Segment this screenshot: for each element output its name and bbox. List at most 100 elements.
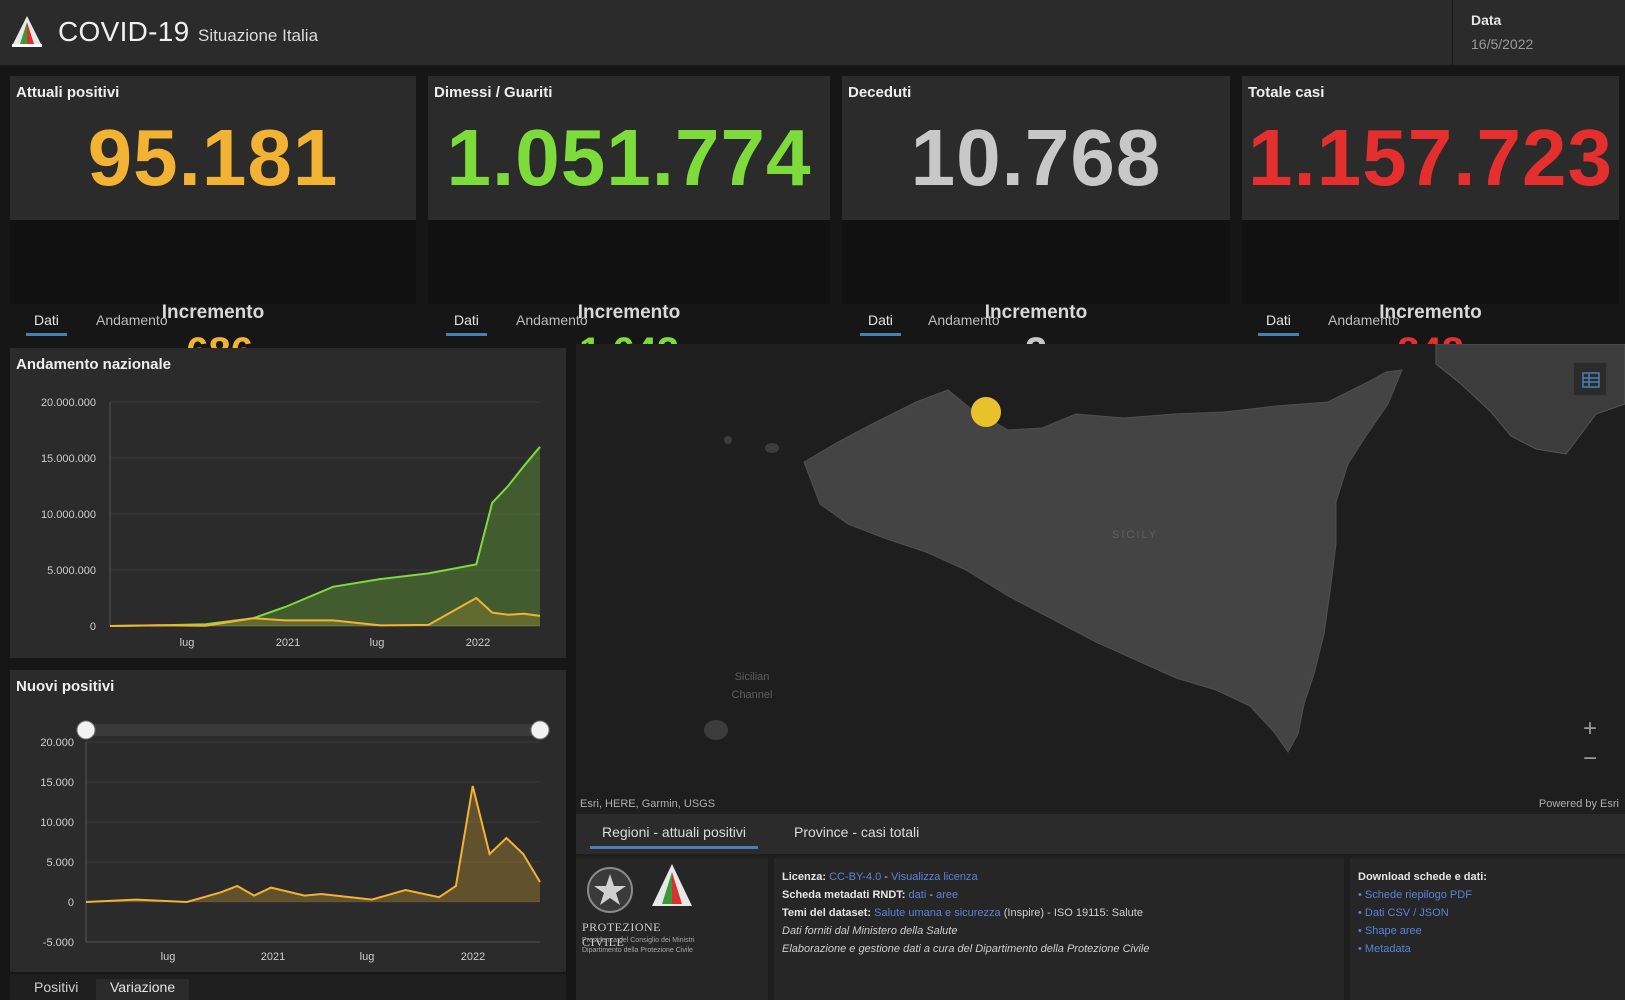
y-tick-label: 5.000.000 bbox=[47, 565, 96, 577]
y-tick-label: 5.000 bbox=[46, 857, 74, 869]
sicily-landmass bbox=[803, 369, 1403, 753]
downloads-box: Download schede e dati: • Schede riepilo… bbox=[1350, 858, 1625, 1000]
card-increment-label: Incremento bbox=[1379, 302, 1482, 323]
range-slider-track[interactable] bbox=[86, 724, 540, 736]
panel-andamento-nazionale: Andamento nazionale 20.000.000 15.000.00… bbox=[10, 348, 566, 658]
y-tick-label: 10.000 bbox=[40, 817, 74, 829]
y-tick-label: -5.000 bbox=[43, 937, 74, 949]
download-link[interactable]: • Metadata bbox=[1358, 943, 1411, 955]
card-dimessi-guariti: Dimessi / Guariti 1.051.774 Incremento 1… bbox=[428, 76, 830, 372]
license-line: Licenza: CC-BY-4.0 - Visualizza licenza bbox=[782, 868, 1336, 886]
prot-sub-line: Dipartimento della Protezione Civile bbox=[582, 947, 693, 954]
view-license-link[interactable]: Visualizza licenza bbox=[891, 871, 978, 883]
series-line bbox=[85, 785, 541, 904]
map-label-channel: Sicilian bbox=[735, 671, 770, 683]
tab-dati[interactable]: Dati bbox=[26, 312, 67, 336]
card-tabs-attuali: Dati Andamento bbox=[10, 304, 416, 340]
tab-andamento[interactable]: Andamento bbox=[928, 312, 1000, 328]
card-label: Totale casi bbox=[1248, 84, 1325, 101]
card-value: 1.157.723 bbox=[1248, 113, 1613, 202]
themes-label: Temi del dataset: bbox=[782, 907, 872, 919]
download-link[interactable]: • Shape aree bbox=[1358, 925, 1422, 937]
metadata-label: Scheda metadati RNDT: bbox=[782, 889, 906, 901]
y-tick-label: 0 bbox=[68, 897, 74, 909]
tab-variazione[interactable]: Variazione bbox=[96, 979, 190, 1000]
x-tick-label: 2022 bbox=[466, 637, 490, 649]
metadata-separator: - bbox=[926, 889, 937, 901]
small-island bbox=[724, 436, 732, 444]
sicily-map: SICILY Sicilian Channel bbox=[704, 344, 1625, 753]
date-label: Data bbox=[1471, 12, 1502, 28]
map-label-channel: Channel bbox=[732, 689, 773, 701]
themes-link[interactable]: Salute umana e sicurezza bbox=[874, 907, 1001, 919]
pantelleria-island bbox=[704, 720, 728, 740]
card-deceduti: Deceduti 10.768 Incremento 2 bbox=[842, 76, 1230, 372]
tab-dati[interactable]: Dati bbox=[860, 312, 901, 336]
card-tabs-deceduti: Dati Andamento bbox=[842, 304, 1230, 340]
metadata-line: Scheda metadati RNDT: dati - aree bbox=[782, 886, 1336, 904]
download-link[interactable]: • Schede riepilogo PDF bbox=[1358, 889, 1472, 901]
themes-line: Temi del dataset: Salute umana e sicurez… bbox=[782, 904, 1336, 922]
range-slider-handle-left[interactable] bbox=[76, 720, 96, 740]
tab-positivi[interactable]: Positivi bbox=[34, 979, 79, 995]
egadi-island bbox=[765, 443, 779, 453]
info-tabs: Regioni - attuali positivi Province - ca… bbox=[576, 814, 1625, 854]
series-line bbox=[109, 596, 541, 627]
series-area bbox=[86, 786, 540, 902]
x-tick-label: 2021 bbox=[261, 951, 285, 963]
tab-andamento[interactable]: Andamento bbox=[96, 312, 168, 328]
metadata-dati-link[interactable]: dati bbox=[908, 889, 927, 901]
card-increment-area bbox=[10, 220, 416, 304]
license-label: Licenza: bbox=[782, 871, 827, 883]
tab-regioni-attuali-positivi[interactable]: Regioni - attuali positivi bbox=[590, 824, 758, 849]
metadata-aree-link[interactable]: aree bbox=[936, 889, 959, 901]
x-tick-label: 2022 bbox=[461, 951, 485, 963]
download-link[interactable]: • Dati CSV / JSON bbox=[1358, 907, 1449, 919]
chart-title: Andamento nazionale bbox=[16, 356, 172, 373]
x-tick-label: lug bbox=[180, 637, 195, 649]
card-tabs-totale: Dati Andamento bbox=[1242, 304, 1619, 340]
license-info: Licenza: CC-BY-4.0 - Visualizza licenza … bbox=[774, 858, 1344, 1000]
card-label: Dimessi / Guariti bbox=[434, 84, 553, 101]
x-tick-label: lug bbox=[161, 951, 176, 963]
zoom-out-button[interactable]: − bbox=[1582, 745, 1597, 772]
national-trend-chart: 20.000.000 15.000.000 10.000.000 5.000.0… bbox=[41, 397, 541, 649]
license-link[interactable]: CC-BY-4.0 bbox=[829, 871, 882, 883]
card-value: 95.181 bbox=[87, 113, 339, 202]
map-view[interactable]: SICILY Sicilian Channel + − Esri, HERE, … bbox=[576, 344, 1625, 814]
x-tick-label: lug bbox=[360, 951, 375, 963]
basemap-gallery-button[interactable] bbox=[1573, 362, 1607, 396]
series-area bbox=[110, 446, 540, 626]
card-increment-label: Incremento bbox=[161, 302, 265, 323]
card-increment-area bbox=[1242, 220, 1619, 304]
processing-line: Elaborazione e gestione dati a cura del … bbox=[782, 943, 1150, 955]
card-increment-area bbox=[842, 220, 1230, 304]
date-value: 16/5/2022 bbox=[1471, 36, 1534, 52]
y-tick-label: 15.000 bbox=[40, 777, 74, 789]
card-value: 10.768 bbox=[910, 113, 1162, 202]
y-tick-label: 10.000.000 bbox=[41, 509, 96, 521]
card-tabs-guariti: Dati Andamento bbox=[428, 304, 830, 340]
tab-andamento[interactable]: Andamento bbox=[516, 312, 588, 328]
app-subtitle: Situazione Italia bbox=[198, 26, 319, 45]
tab-andamento[interactable]: Andamento bbox=[1328, 312, 1400, 328]
tab-province-casi-totali[interactable]: Province - casi totali bbox=[794, 824, 920, 840]
card-attuali-positivi: Attuali positivi 95.181 Incremento -686 bbox=[10, 76, 416, 372]
region-marker[interactable] bbox=[971, 397, 1001, 427]
y-tick-label: 20.000 bbox=[40, 737, 74, 749]
y-tick-label: 0 bbox=[90, 621, 96, 633]
zoom-in-button[interactable]: + bbox=[1582, 715, 1597, 742]
range-slider-handle-right[interactable] bbox=[530, 720, 550, 740]
republic-emblem-icon bbox=[587, 864, 692, 913]
calabria-landmass bbox=[1435, 344, 1625, 455]
date-box: Data 16/5/2022 bbox=[1452, 0, 1625, 66]
app-title: COVID-19 bbox=[58, 16, 190, 47]
tab-dati[interactable]: Dati bbox=[446, 312, 487, 336]
map-powered-by[interactable]: Powered by Esri bbox=[1538, 798, 1619, 810]
new-positives-chart: 20.000 15.000 10.000 5.000 0 -5.000 lug … bbox=[40, 720, 550, 963]
tab-dati[interactable]: Dati bbox=[1258, 312, 1299, 336]
chart-bottom-tabs: Positivi Variazione bbox=[10, 974, 566, 1000]
prot-sub-line: Presidenza del Consiglio dei Ministri bbox=[582, 937, 695, 944]
y-tick-label: 20.000.000 bbox=[41, 397, 96, 409]
card-increment-area bbox=[428, 220, 830, 304]
